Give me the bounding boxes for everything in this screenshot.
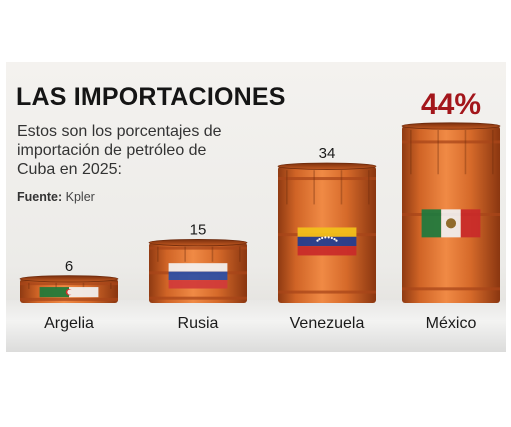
rust-streak xyxy=(437,130,439,175)
barrel-hoop xyxy=(278,177,376,181)
rust-streak xyxy=(239,246,241,262)
category-label: Venezuela xyxy=(290,315,365,332)
rust-streak xyxy=(464,130,467,175)
barrel-hoop xyxy=(20,297,118,301)
source-value: Kpler xyxy=(65,190,95,204)
data-label: 6 xyxy=(65,258,73,275)
barrel-chart: 6 Argelia 15 Rusia 34 Venezuela 44% México xyxy=(19,88,501,332)
barrel-rim xyxy=(148,239,248,247)
rust-streak xyxy=(184,246,186,262)
venezuela-flag xyxy=(297,227,357,256)
floor xyxy=(6,300,506,352)
rust-streak xyxy=(368,170,370,205)
barrel-hoop xyxy=(149,246,247,250)
barrel-hoop xyxy=(402,287,500,291)
source-label: Fuente: xyxy=(17,190,63,204)
data-label: 44% xyxy=(421,88,481,121)
barrel-hoop xyxy=(402,140,500,144)
rust-streak xyxy=(110,282,112,289)
barrel-rim xyxy=(19,275,119,283)
rust-streak xyxy=(82,282,85,289)
barrel-rim xyxy=(401,122,501,130)
category-label: México xyxy=(426,315,477,332)
chart-title: LAS IMPORTACIONES xyxy=(16,83,286,111)
rust-streak xyxy=(410,130,412,175)
rust-streak xyxy=(55,282,57,289)
rust-streak xyxy=(28,282,30,289)
data-label: 15 xyxy=(190,222,207,239)
rust-streak xyxy=(340,170,343,205)
bar-mxico xyxy=(401,122,501,303)
chart-subtitle: Estos son los porcentajes de importación… xyxy=(17,123,222,178)
rust-streak xyxy=(211,246,214,262)
russia-flag xyxy=(168,263,228,289)
category-label: Rusia xyxy=(178,315,219,332)
rust-streak xyxy=(157,246,159,262)
barrel-hoop xyxy=(20,282,118,286)
bar-rusia xyxy=(148,239,248,303)
algeria-flag xyxy=(39,287,99,298)
barrel-rim xyxy=(277,162,377,170)
rust-streak xyxy=(286,170,288,205)
bar-argelia xyxy=(19,275,119,303)
bar-venezuela xyxy=(277,162,377,303)
barrel-hoop xyxy=(278,290,376,294)
category-label: Argelia xyxy=(44,315,94,332)
data-label: 34 xyxy=(319,145,336,162)
barrel-hoop xyxy=(149,296,247,300)
rust-streak xyxy=(492,130,494,175)
source-note: Fuente: Kpler xyxy=(17,190,95,204)
infographic-panel: LAS IMPORTACIONES Estos son los porcenta… xyxy=(6,62,506,352)
mexico-flag xyxy=(421,209,481,238)
rust-streak xyxy=(313,170,315,205)
